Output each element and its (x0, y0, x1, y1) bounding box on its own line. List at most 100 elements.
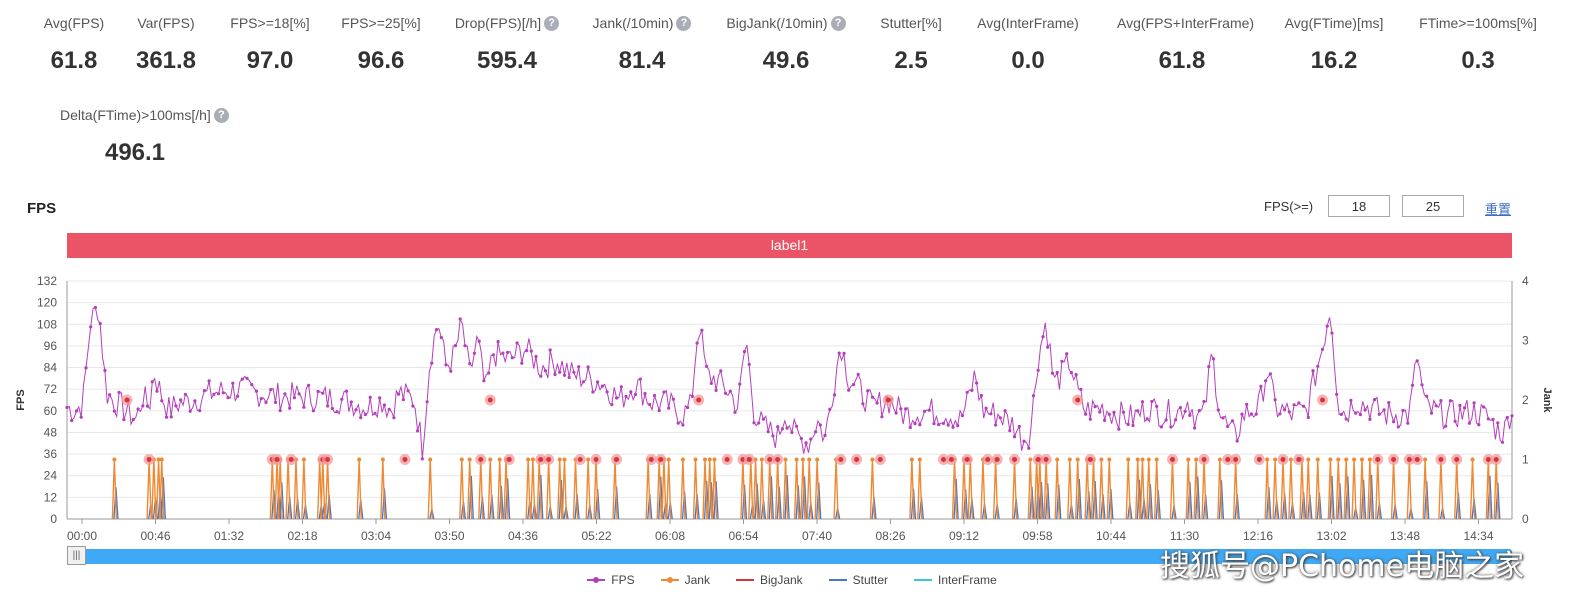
fps-point (553, 372, 557, 377)
fps-point (430, 361, 434, 365)
metric-label: Avg(FTime)[ms] (1284, 15, 1384, 31)
metric-label: Stutter[%] (880, 15, 942, 31)
fps-point (728, 389, 732, 393)
stutter-spike (1045, 483, 1051, 520)
fps-point (1505, 415, 1509, 420)
jank-point (1367, 457, 1372, 462)
fps-point (866, 389, 870, 393)
fps-point (311, 409, 315, 413)
fps-point (828, 407, 832, 411)
jank-point (159, 457, 164, 462)
fps-point (723, 391, 728, 395)
help-icon[interactable]: ? (544, 15, 560, 31)
grid-layer (67, 280, 1512, 520)
jank-point (586, 457, 591, 462)
legend-item-stutter[interactable]: Stutter (828, 573, 888, 587)
fps-point (1069, 371, 1073, 375)
fps-point (93, 305, 97, 310)
fps-point (439, 335, 443, 340)
fps-point (420, 457, 424, 461)
fps-point (434, 328, 439, 332)
fps-point (160, 399, 164, 403)
fps-point (169, 415, 173, 419)
fps-point (1197, 409, 1201, 413)
fps-point (1093, 405, 1097, 409)
bigjank-point (593, 457, 599, 462)
fps-point (1012, 435, 1017, 439)
bigjank-point (1012, 457, 1018, 462)
help-icon[interactable]: ? (213, 107, 229, 123)
fps-filter-label: FPS(>=) (1264, 199, 1314, 214)
x-tick-label: 11:30 (1170, 529, 1199, 543)
metric-ftime-ge-100: FTime>=100ms[%] 0.3 (1413, 15, 1543, 75)
fps-point (141, 404, 145, 408)
x-tick-label: 09:58 (1022, 529, 1052, 543)
fps-point (1429, 411, 1434, 415)
fps-point (1415, 359, 1419, 363)
fps-point (354, 408, 358, 412)
stutter-spike (1487, 475, 1493, 520)
help-icon[interactable]: ? (676, 15, 692, 31)
legend-item-bigjank[interactable]: BigJank (735, 573, 803, 587)
fps-threshold-1-input[interactable] (1328, 195, 1390, 217)
jank-point (112, 457, 117, 462)
slider-handle[interactable]: ||| (67, 546, 86, 565)
y-right-tick-label: 4 (1522, 274, 1529, 288)
fps-point (1467, 421, 1471, 425)
fps-point (960, 414, 965, 418)
jank-point (1273, 457, 1278, 462)
jank-point (488, 457, 493, 462)
fps-point (1207, 365, 1211, 369)
metric-value: 96.6 (357, 47, 405, 74)
y-left-tick-label: 60 (44, 404, 58, 418)
fps-point (899, 407, 903, 411)
jank-point (1140, 457, 1145, 462)
jank-point (459, 457, 464, 462)
fps-point (908, 425, 912, 430)
stutter-spike (768, 476, 774, 520)
metric-fps-ge-25: FPS>=25[%] 96.6 (316, 15, 446, 75)
fps-point (709, 381, 713, 385)
bigjank-point (877, 457, 883, 462)
fps-point (122, 418, 126, 422)
fps-point (1392, 420, 1396, 424)
jank-point (759, 457, 764, 462)
bigjank-point (775, 457, 781, 462)
legend-item-interframe[interactable]: InterFrame (914, 573, 997, 587)
bigjank-point (1319, 397, 1325, 403)
jank-point (301, 457, 306, 462)
fps-point (453, 344, 458, 348)
fps-point (506, 350, 510, 354)
fps-point (179, 398, 183, 402)
jank-point (357, 457, 362, 462)
stutter-spike (1038, 481, 1045, 520)
fps-point (1311, 369, 1315, 373)
legend-item-fps[interactable]: FPS (587, 573, 635, 587)
time-range-slider[interactable] (67, 549, 1512, 564)
fps-point (1065, 352, 1069, 356)
bigjank-point (274, 457, 280, 462)
fps-point (217, 392, 221, 396)
stutter-spike (1329, 475, 1335, 520)
bigjank-point (948, 457, 954, 462)
fps-point (633, 392, 638, 397)
fps-point (425, 400, 429, 404)
fps-point (894, 411, 898, 415)
metric-value: 97.0 (246, 47, 294, 74)
jank-spike (1438, 459, 1444, 520)
metric-label: Jank(/10min) (592, 15, 674, 31)
jank-point (467, 457, 472, 462)
fps-point (965, 390, 969, 394)
fps-point (297, 392, 301, 396)
help-icon[interactable]: ? (830, 15, 846, 31)
fps-point (1363, 408, 1367, 412)
fps-point (1117, 427, 1121, 431)
bigjank-point (1075, 397, 1081, 403)
fps-point (695, 341, 699, 345)
legend-item-jank[interactable]: Jank (660, 573, 710, 587)
stutter-spike (468, 475, 474, 520)
reset-link[interactable]: 重置 (1485, 202, 1512, 217)
fps-threshold-2-input[interactable] (1402, 195, 1464, 217)
fps-point (667, 406, 671, 410)
